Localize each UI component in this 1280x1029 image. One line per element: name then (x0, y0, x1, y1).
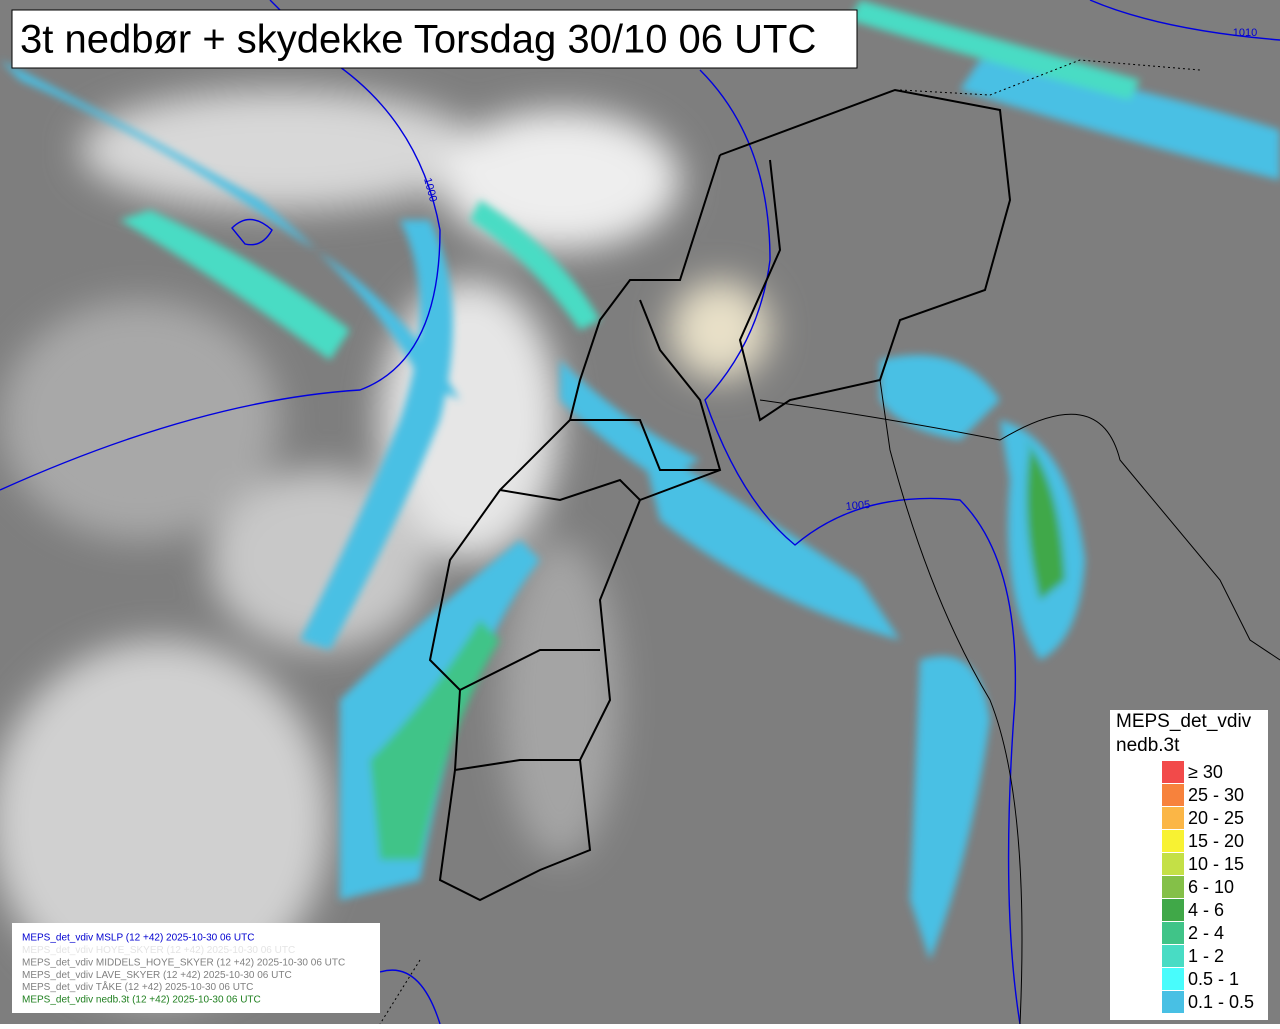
legend-swatch (1162, 761, 1184, 783)
legend-label: 15 - 20 (1188, 831, 1244, 851)
title: 3t nedbør + skydekke Torsdag 30/10 06 UT… (20, 18, 816, 62)
legend-swatch (1162, 968, 1184, 990)
legend-label: 6 - 10 (1188, 877, 1234, 897)
info-lines: MEPS_det_vdiv MSLP (12 +42) 2025-10-30 0… (22, 933, 345, 1006)
legend: MEPS_det_vdiv nedb.3t ≥ 30 25 - 30 20 - 25 15… (1116, 711, 1254, 1013)
legend-swatch (1162, 830, 1184, 852)
legend-label: 0.5 - 1 (1188, 969, 1239, 989)
info-line: MEPS_det_vdiv TÅKE (12 +42) 2025-10-30 0… (22, 980, 253, 993)
legend-title: MEPS_det_vdiv (1116, 711, 1252, 732)
legend-swatch (1162, 876, 1184, 898)
clouds (0, 90, 770, 1000)
national-border (379, 59, 1280, 1025)
info-line: MEPS_det_vdiv nedb.3t (12 +42) 2025-10-3… (22, 995, 261, 1006)
info-box (12, 923, 380, 1013)
legend-title: nedb.3t (1116, 735, 1180, 756)
legend-label: 0.1 - 0.5 (1188, 992, 1254, 1012)
legend-swatch (1162, 899, 1184, 921)
legend-swatch (1162, 853, 1184, 875)
legend-label: 25 - 30 (1188, 785, 1244, 805)
info-line: MEPS_det_vdiv LAVE_SKYER (12 +42) 2025-1… (22, 970, 292, 981)
legend-label: ≥ 30 (1188, 762, 1223, 782)
legend-swatch (1162, 991, 1184, 1013)
info-line: MEPS_det_vdiv MIDDELS_HOYE_SKYER (12 +42… (22, 957, 345, 968)
legend-swatch (1162, 945, 1184, 967)
legend-label: 20 - 25 (1188, 808, 1244, 828)
info-line: MEPS_det_vdiv MSLP (12 +42) 2025-10-30 0… (22, 933, 254, 944)
isobar-label: 1010 (1233, 27, 1257, 39)
legend-swatch (1162, 922, 1184, 944)
legend-label: 10 - 15 (1188, 854, 1244, 874)
legend-box (1110, 710, 1268, 1020)
legend-label: 4 - 6 (1188, 900, 1224, 920)
title-box (11, 9, 858, 69)
legend-label: 1 - 2 (1188, 946, 1224, 966)
isobar-label: 1005 (845, 499, 870, 513)
borders (428, 88, 1012, 902)
legend-swatch (1162, 807, 1184, 829)
legend-label: 2 - 4 (1188, 923, 1224, 943)
legend-swatch (1162, 784, 1184, 806)
info-line: MEPS_det_vdiv HOYE_SKYER (12 +42) 2025-1… (22, 945, 295, 956)
